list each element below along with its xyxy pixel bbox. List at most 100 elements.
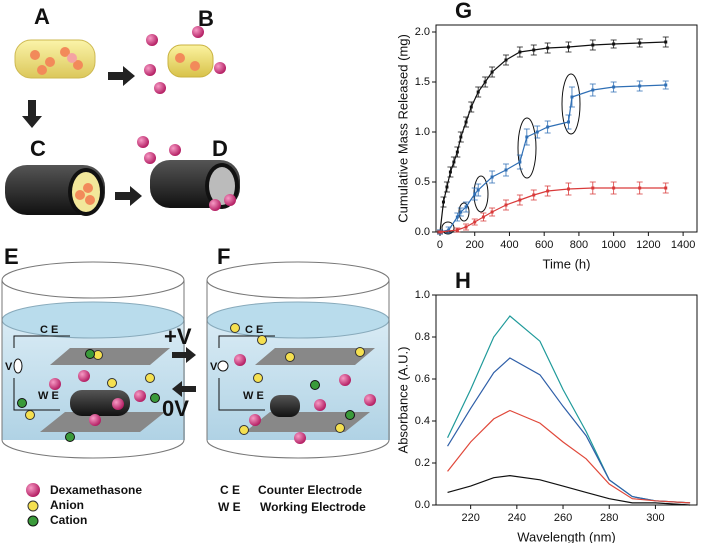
point [445,185,449,189]
point [476,90,480,94]
electrode-label: W E [243,390,264,402]
point [504,203,508,207]
legend-label: Counter Electrode [258,483,362,497]
legend-label: Cation [50,513,87,527]
series-line [439,41,666,233]
point [464,225,468,229]
point [535,130,539,134]
electrode-label: V [5,361,13,373]
y-tick-label: 1.0 [415,126,430,138]
point [525,135,529,139]
panel-label: H [455,268,471,293]
x-tick-label: 280 [600,512,618,524]
point [441,200,445,204]
plot-frame [435,294,698,506]
point [566,45,570,49]
series-line [447,474,691,506]
point [546,189,550,193]
arrow [172,347,196,363]
legend-label: C E [220,483,240,497]
point [532,48,536,52]
point [518,198,522,202]
point [455,150,459,154]
point [469,105,473,109]
point [473,192,477,196]
y-tick-label: 1.0 [415,289,430,301]
y-tick-label: 0.0 [415,226,430,238]
panel-label: G [455,0,472,23]
point [664,40,668,44]
beaker-e [1,261,185,459]
y-tick-label: 1.5 [415,76,430,88]
x-tick-label: 400 [500,239,518,251]
point [546,125,550,129]
series-line [439,84,666,233]
electrode-label: C E [40,324,58,336]
y-tick-label: 0.0 [415,499,430,511]
x-tick-label: 0 [437,239,443,251]
point [566,187,570,191]
y-tick-label: 0.8 [415,331,430,343]
x-tick-label: 300 [646,512,664,524]
electrode-label: C E [245,324,263,336]
point [464,205,468,209]
series-line [447,357,691,504]
arrow [172,381,196,397]
y-axis-label: Absorbance (A.U.) [395,347,410,454]
point [518,50,522,54]
point [612,186,616,190]
switch-label: +V [164,324,192,349]
electrode-label: W E [38,390,59,402]
panel-a [14,39,135,86]
legend-label: W E [218,500,241,514]
plot-frame [435,24,698,233]
x-axis-label: Wavelength (nm) [517,529,616,543]
x-tick-label: 800 [570,239,588,251]
panel-label: B [198,6,214,31]
point [591,88,595,92]
y-tick-label: 2.0 [415,26,430,38]
panel-label: D [212,136,228,161]
point [664,186,668,190]
point [490,70,494,74]
x-tick-label: 220 [461,512,479,524]
panel-label: F [217,244,230,269]
panel-label: C [30,136,46,161]
x-tick-label: 240 [508,512,526,524]
point [455,228,459,232]
y-axis-label: Cumulative Mass Released (mg) [395,34,410,223]
point [612,42,616,46]
arrow [22,100,42,128]
panel-b [144,26,226,94]
point [518,160,522,164]
panel-d [137,136,240,211]
x-axis-label: Time (h) [543,256,591,271]
legend-label: Anion [50,498,84,512]
point [447,228,451,232]
point [546,46,550,50]
point [490,210,494,214]
point [473,220,477,224]
point [532,193,536,197]
point [566,120,570,124]
point [591,43,595,47]
point [476,188,480,192]
point [490,175,494,179]
legend-label: Dexamethasone [50,483,142,497]
point [459,210,463,214]
x-tick-label: 1200 [636,239,660,251]
point [459,135,463,139]
series-line [447,315,691,504]
point [570,95,574,99]
y-tick-label: 0.2 [415,457,430,469]
point [638,84,642,88]
legend-label: Working Electrode [260,500,366,514]
point [448,170,452,174]
point [452,160,456,164]
point [591,186,595,190]
x-tick-label: 1400 [671,239,695,251]
x-tick-label: 600 [535,239,553,251]
y-tick-label: 0.6 [415,373,430,385]
beaker-f [206,261,390,459]
